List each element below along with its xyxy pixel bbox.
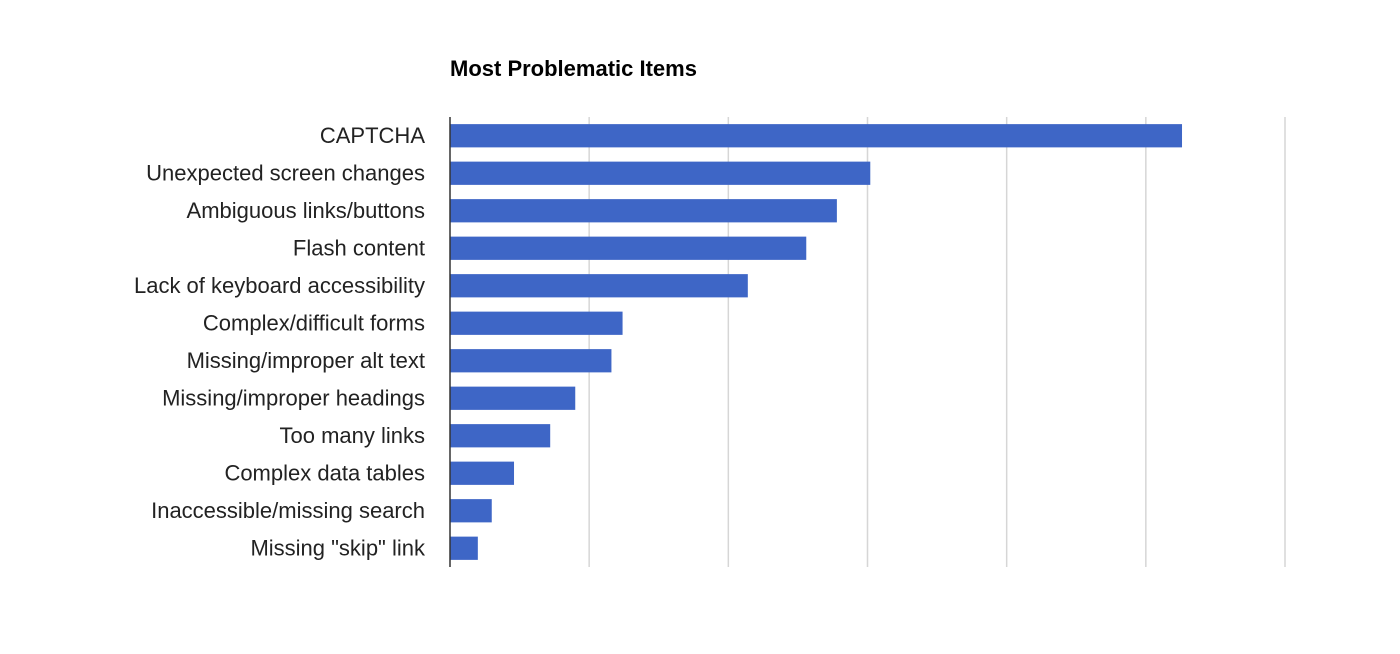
bar <box>450 349 612 373</box>
category-label: Flash content <box>293 235 425 260</box>
bar <box>450 499 492 523</box>
bar <box>450 424 551 448</box>
bar <box>450 236 807 260</box>
bar <box>450 124 1183 148</box>
category-label: Ambiguous links/buttons <box>187 198 425 223</box>
gridlines <box>588 117 1286 567</box>
bar <box>450 311 623 335</box>
category-label: Inaccessible/missing search <box>151 498 425 523</box>
category-label: Missing/improper headings <box>162 385 425 410</box>
category-label: Unexpected screen changes <box>146 160 425 185</box>
bar <box>450 461 515 485</box>
bars <box>450 124 1183 560</box>
chart-title: Most Problematic Items <box>450 56 697 81</box>
bar <box>450 274 748 298</box>
category-label: CAPTCHA <box>320 123 425 148</box>
category-labels: CAPTCHA Unexpected screen changes Ambiguou… <box>134 123 426 561</box>
bar <box>450 161 871 185</box>
category-label: Missing "skip" link <box>250 535 426 560</box>
category-label: Complex/difficult forms <box>203 310 425 335</box>
bar <box>450 386 576 410</box>
bar <box>450 199 837 223</box>
bar <box>450 536 478 560</box>
category-label: Lack of keyboard accessibility <box>134 273 425 298</box>
category-label: Missing/improper alt text <box>187 348 425 373</box>
category-label: Too many links <box>279 423 425 448</box>
category-label: Complex data tables <box>224 460 425 485</box>
